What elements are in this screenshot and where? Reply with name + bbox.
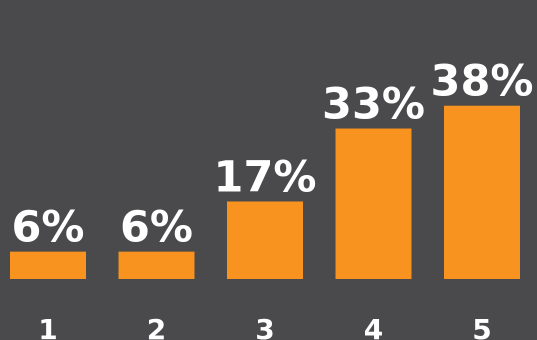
x-tick-label-3: 3 [255,313,274,340]
data-labels-group: 6% 6% 17%33% 38% [11,57,533,253]
bar-1 [10,251,86,279]
data-label-5: 38% [431,57,534,107]
x-tick-label-4: 4 [364,313,383,340]
x-tick-label-2: 2 [147,313,166,340]
bars-group [10,105,520,279]
data-label-1: 6% [11,203,84,253]
x-tick-labels-group: 1 2 3 4 5 [38,313,491,340]
bar-2 [118,251,195,279]
data-label-2: 6% [120,203,193,253]
x-tick-label-5: 5 [472,313,491,340]
data-label-3: 17% [214,152,317,202]
bar-5 [444,105,520,279]
x-tick-label-1: 1 [38,313,57,340]
data-label-4: 33% [322,80,425,130]
bar-3 [227,201,303,279]
bar-4 [335,128,412,279]
